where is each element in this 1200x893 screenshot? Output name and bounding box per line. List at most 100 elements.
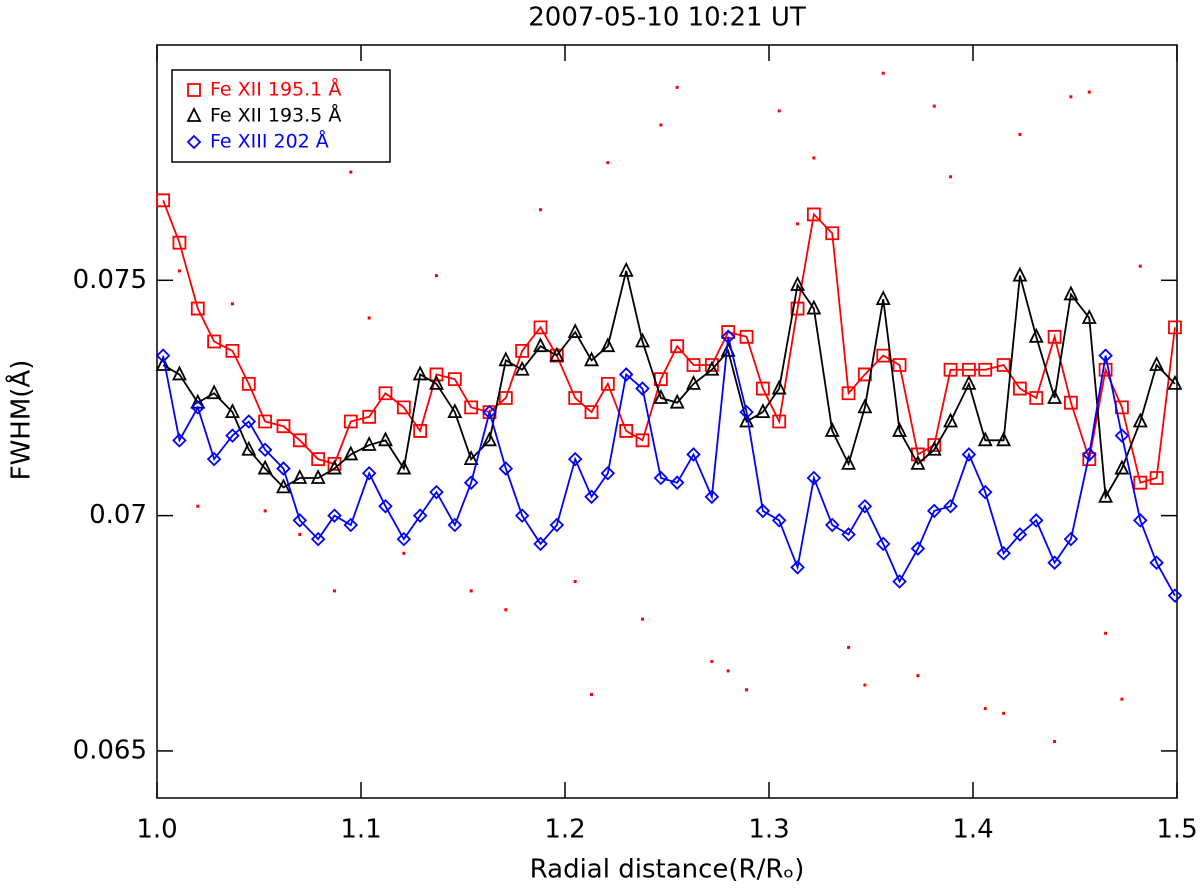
scatter-dot	[1069, 95, 1073, 99]
marker	[771, 513, 787, 528]
marker	[1047, 329, 1062, 344]
marker	[533, 337, 548, 353]
marker	[1114, 428, 1130, 443]
marker	[618, 367, 634, 382]
marker	[857, 367, 872, 382]
marker	[155, 348, 171, 363]
scatter-dot	[1104, 631, 1108, 635]
marker	[618, 261, 634, 277]
marker	[1012, 527, 1028, 542]
marker	[1012, 266, 1028, 282]
marker	[978, 362, 993, 377]
marker	[533, 320, 548, 335]
marker	[378, 386, 393, 401]
marker	[600, 465, 616, 481]
marker	[463, 450, 479, 466]
marker	[276, 419, 291, 434]
scatter-dot	[745, 688, 749, 692]
x-tick-label: 1.5	[1156, 815, 1197, 845]
marker	[1047, 555, 1062, 570]
marker	[1149, 555, 1164, 570]
marker	[686, 358, 701, 372]
marker	[567, 451, 583, 467]
marker	[771, 379, 787, 395]
marker	[910, 454, 926, 470]
x-tick-label: 1.0	[136, 815, 177, 845]
scatter-dot	[881, 71, 885, 75]
marker	[1029, 391, 1044, 405]
marker	[911, 447, 925, 462]
marker	[824, 517, 840, 533]
marker	[515, 344, 530, 358]
marker	[225, 428, 240, 443]
marker	[669, 475, 685, 490]
marker	[619, 424, 634, 438]
marker	[378, 498, 393, 514]
marker	[206, 384, 222, 400]
marker	[343, 445, 359, 461]
marker	[533, 536, 548, 552]
legend-marker	[186, 134, 202, 150]
marker	[482, 405, 497, 419]
scatter-dot	[812, 156, 816, 160]
marker	[721, 325, 736, 339]
marker	[257, 459, 273, 475]
scatter-dot	[1002, 711, 1006, 715]
marker	[311, 452, 326, 467]
marker	[190, 400, 206, 415]
marker	[961, 447, 977, 462]
marker	[568, 391, 583, 405]
marker	[258, 414, 273, 429]
marker	[396, 400, 411, 415]
marker	[343, 414, 358, 429]
marker	[172, 433, 187, 448]
marker	[549, 348, 564, 363]
marker	[378, 431, 393, 447]
marker	[362, 409, 377, 424]
marker	[755, 403, 771, 418]
marker	[977, 484, 993, 500]
scatter-dot	[196, 504, 200, 508]
marker	[739, 404, 754, 420]
marker	[876, 348, 891, 363]
marker	[225, 403, 240, 418]
scatter-dot	[606, 161, 610, 165]
x-tick-label: 1.3	[748, 815, 789, 845]
scatter-dot	[469, 589, 473, 593]
marker	[190, 301, 205, 316]
marker	[1064, 395, 1078, 410]
legend-label: Fe XIII 202 Å	[210, 130, 329, 153]
marker	[892, 574, 907, 589]
scatter-dot	[1018, 132, 1022, 136]
series-line	[162, 270, 1176, 500]
marker	[241, 414, 257, 429]
scatter-dot	[590, 692, 594, 696]
marker	[961, 374, 977, 390]
marker	[806, 207, 821, 222]
marker	[206, 451, 222, 467]
marker	[1013, 381, 1027, 396]
marker	[343, 517, 359, 533]
marker	[635, 381, 650, 396]
marker	[857, 398, 873, 414]
marker	[396, 531, 412, 547]
scatter-dot	[230, 302, 234, 306]
marker	[584, 489, 599, 505]
marker	[1149, 356, 1165, 371]
plot-frame	[156, 44, 1178, 799]
marker	[429, 484, 444, 500]
marker	[790, 301, 805, 316]
marker	[549, 517, 565, 533]
marker	[926, 440, 942, 456]
x-tick-label: 1.2	[544, 815, 585, 845]
marker	[447, 517, 463, 533]
marker	[825, 226, 840, 241]
legend-label: Fe XII 193.5 Å	[210, 104, 341, 127]
marker	[739, 412, 755, 428]
marker	[1114, 459, 1130, 475]
marker	[1132, 412, 1148, 428]
scatter-dot	[949, 175, 953, 179]
scatter-dot	[659, 123, 663, 127]
marker	[1168, 320, 1182, 335]
marker	[1047, 388, 1063, 404]
